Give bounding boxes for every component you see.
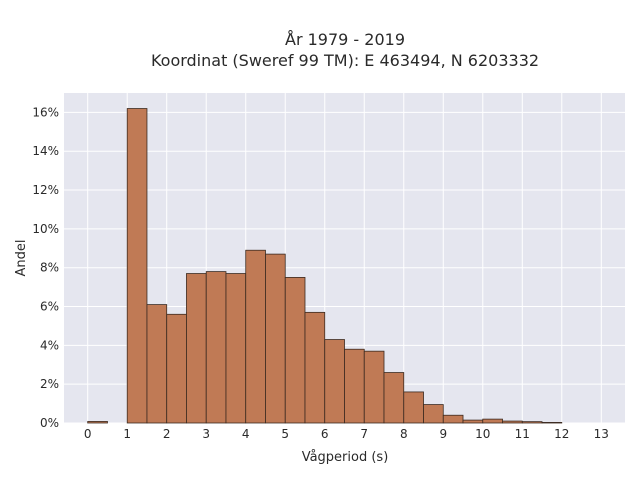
histogram-bar (225, 273, 247, 424)
histogram-bar (521, 421, 543, 424)
x-tick-label: 3 (202, 427, 210, 441)
histogram-bar (324, 339, 345, 424)
histogram-bar (205, 271, 227, 424)
x-tick-label: 0 (84, 427, 92, 441)
histogram-bar (265, 253, 286, 424)
x-axis-title: Vågperiod (s) (302, 450, 389, 465)
x-tick-label: 8 (400, 427, 408, 441)
histogram-bar (126, 108, 148, 424)
histogram-bar (245, 249, 266, 424)
histogram-bar (166, 313, 187, 424)
histogram-bar (482, 418, 503, 424)
x-tick-label: 2 (163, 427, 171, 441)
histogram-bar (462, 419, 484, 424)
y-axis-title: Andel (14, 240, 29, 277)
histogram-bar (284, 277, 306, 424)
x-tick-label: 5 (281, 427, 289, 441)
histogram-bar (87, 421, 108, 424)
y-tick-label: 8% (40, 261, 59, 275)
bars (87, 108, 563, 424)
histogram-bar (363, 350, 385, 424)
y-tick-label: 2% (40, 377, 59, 391)
x-tick-label: 11 (515, 427, 530, 441)
histogram-bar (146, 304, 168, 424)
x-tick-label: 4 (242, 427, 250, 441)
x-tick-label: 12 (554, 427, 569, 441)
histogram-bar (403, 391, 424, 424)
x-tick-label: 13 (594, 427, 609, 441)
y-tick-label: 12% (32, 183, 59, 197)
y-axis-ticks: 0% 2% 4% 6% 8% 10% 12% 14% 16% (32, 105, 59, 430)
y-tick-label: 0% (40, 416, 59, 430)
x-axis-ticks: 0 1 2 3 4 5 6 7 8 9 10 11 12 13 (84, 427, 609, 441)
y-tick-label: 4% (40, 338, 59, 352)
chart-title: År 1979 - 2019 (285, 30, 405, 49)
x-tick-label: 1 (123, 427, 131, 441)
histogram-bar (344, 348, 365, 424)
y-tick-label: 16% (32, 105, 59, 119)
histogram-bar (304, 311, 326, 424)
x-tick-label: 7 (360, 427, 368, 441)
histogram-bar (502, 420, 523, 424)
y-tick-label: 10% (32, 222, 59, 236)
histogram-bar (186, 273, 207, 424)
y-tick-label: 14% (32, 144, 59, 158)
y-tick-label: 6% (40, 300, 59, 314)
x-tick-label: 6 (321, 427, 329, 441)
chart-subtitle: Koordinat (Sweref 99 TM): E 463494, N 62… (151, 51, 539, 70)
histogram-bar (541, 422, 563, 424)
x-tick-label: 9 (439, 427, 447, 441)
histogram-bar (423, 404, 444, 424)
histogram-bar (383, 372, 405, 424)
x-tick-label: 10 (475, 427, 490, 441)
histogram-bar (442, 414, 464, 424)
